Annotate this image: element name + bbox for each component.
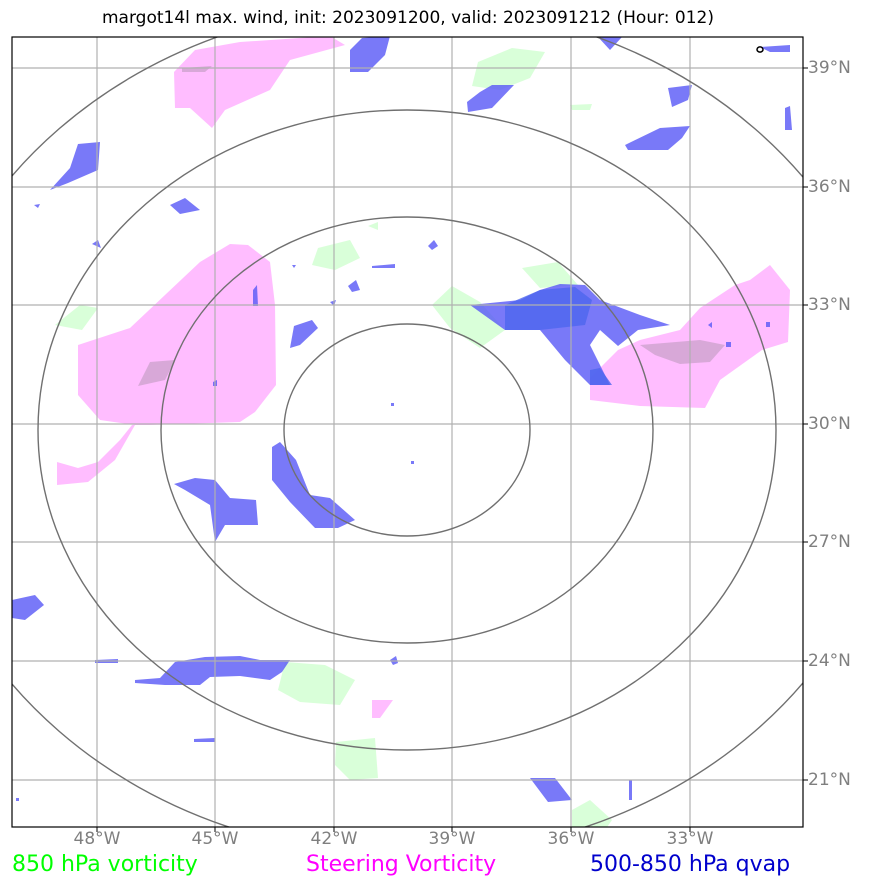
legend-vorticity-850: 850 hPa vorticity	[12, 852, 198, 877]
lon-label: 45°W	[191, 829, 239, 849]
lat-label: 33°N	[808, 295, 851, 315]
lat-label: 21°N	[808, 770, 851, 790]
tick-marks	[96, 67, 808, 832]
lon-label: 42°W	[310, 829, 358, 849]
vorticity-850-contours	[55, 48, 612, 827]
range-rings	[12, 37, 803, 827]
storm-marker-icon	[756, 46, 764, 53]
lon-label: 39°W	[428, 829, 476, 849]
lat-label: 27°N	[808, 532, 851, 552]
lat-label: 36°N	[808, 177, 851, 197]
qvap-overlap-patches	[505, 287, 612, 385]
lat-label: 24°N	[808, 651, 851, 671]
map-title: margot14l max. wind, init: 2023091200, v…	[101, 8, 715, 28]
legend-qvap: 500-850 hPa qvap	[590, 852, 791, 877]
lon-label: 33°W	[666, 829, 714, 849]
overlap-patches	[138, 66, 725, 386]
lon-label: 36°W	[547, 829, 595, 849]
lat-label: 39°N	[808, 58, 851, 78]
gridlines	[12, 37, 803, 827]
legend-steering-vorticity: Steering Vorticity	[306, 852, 497, 877]
lat-label: 30°N	[808, 414, 851, 434]
plot-frame	[11, 36, 804, 828]
lon-label: 48°W	[73, 829, 121, 849]
